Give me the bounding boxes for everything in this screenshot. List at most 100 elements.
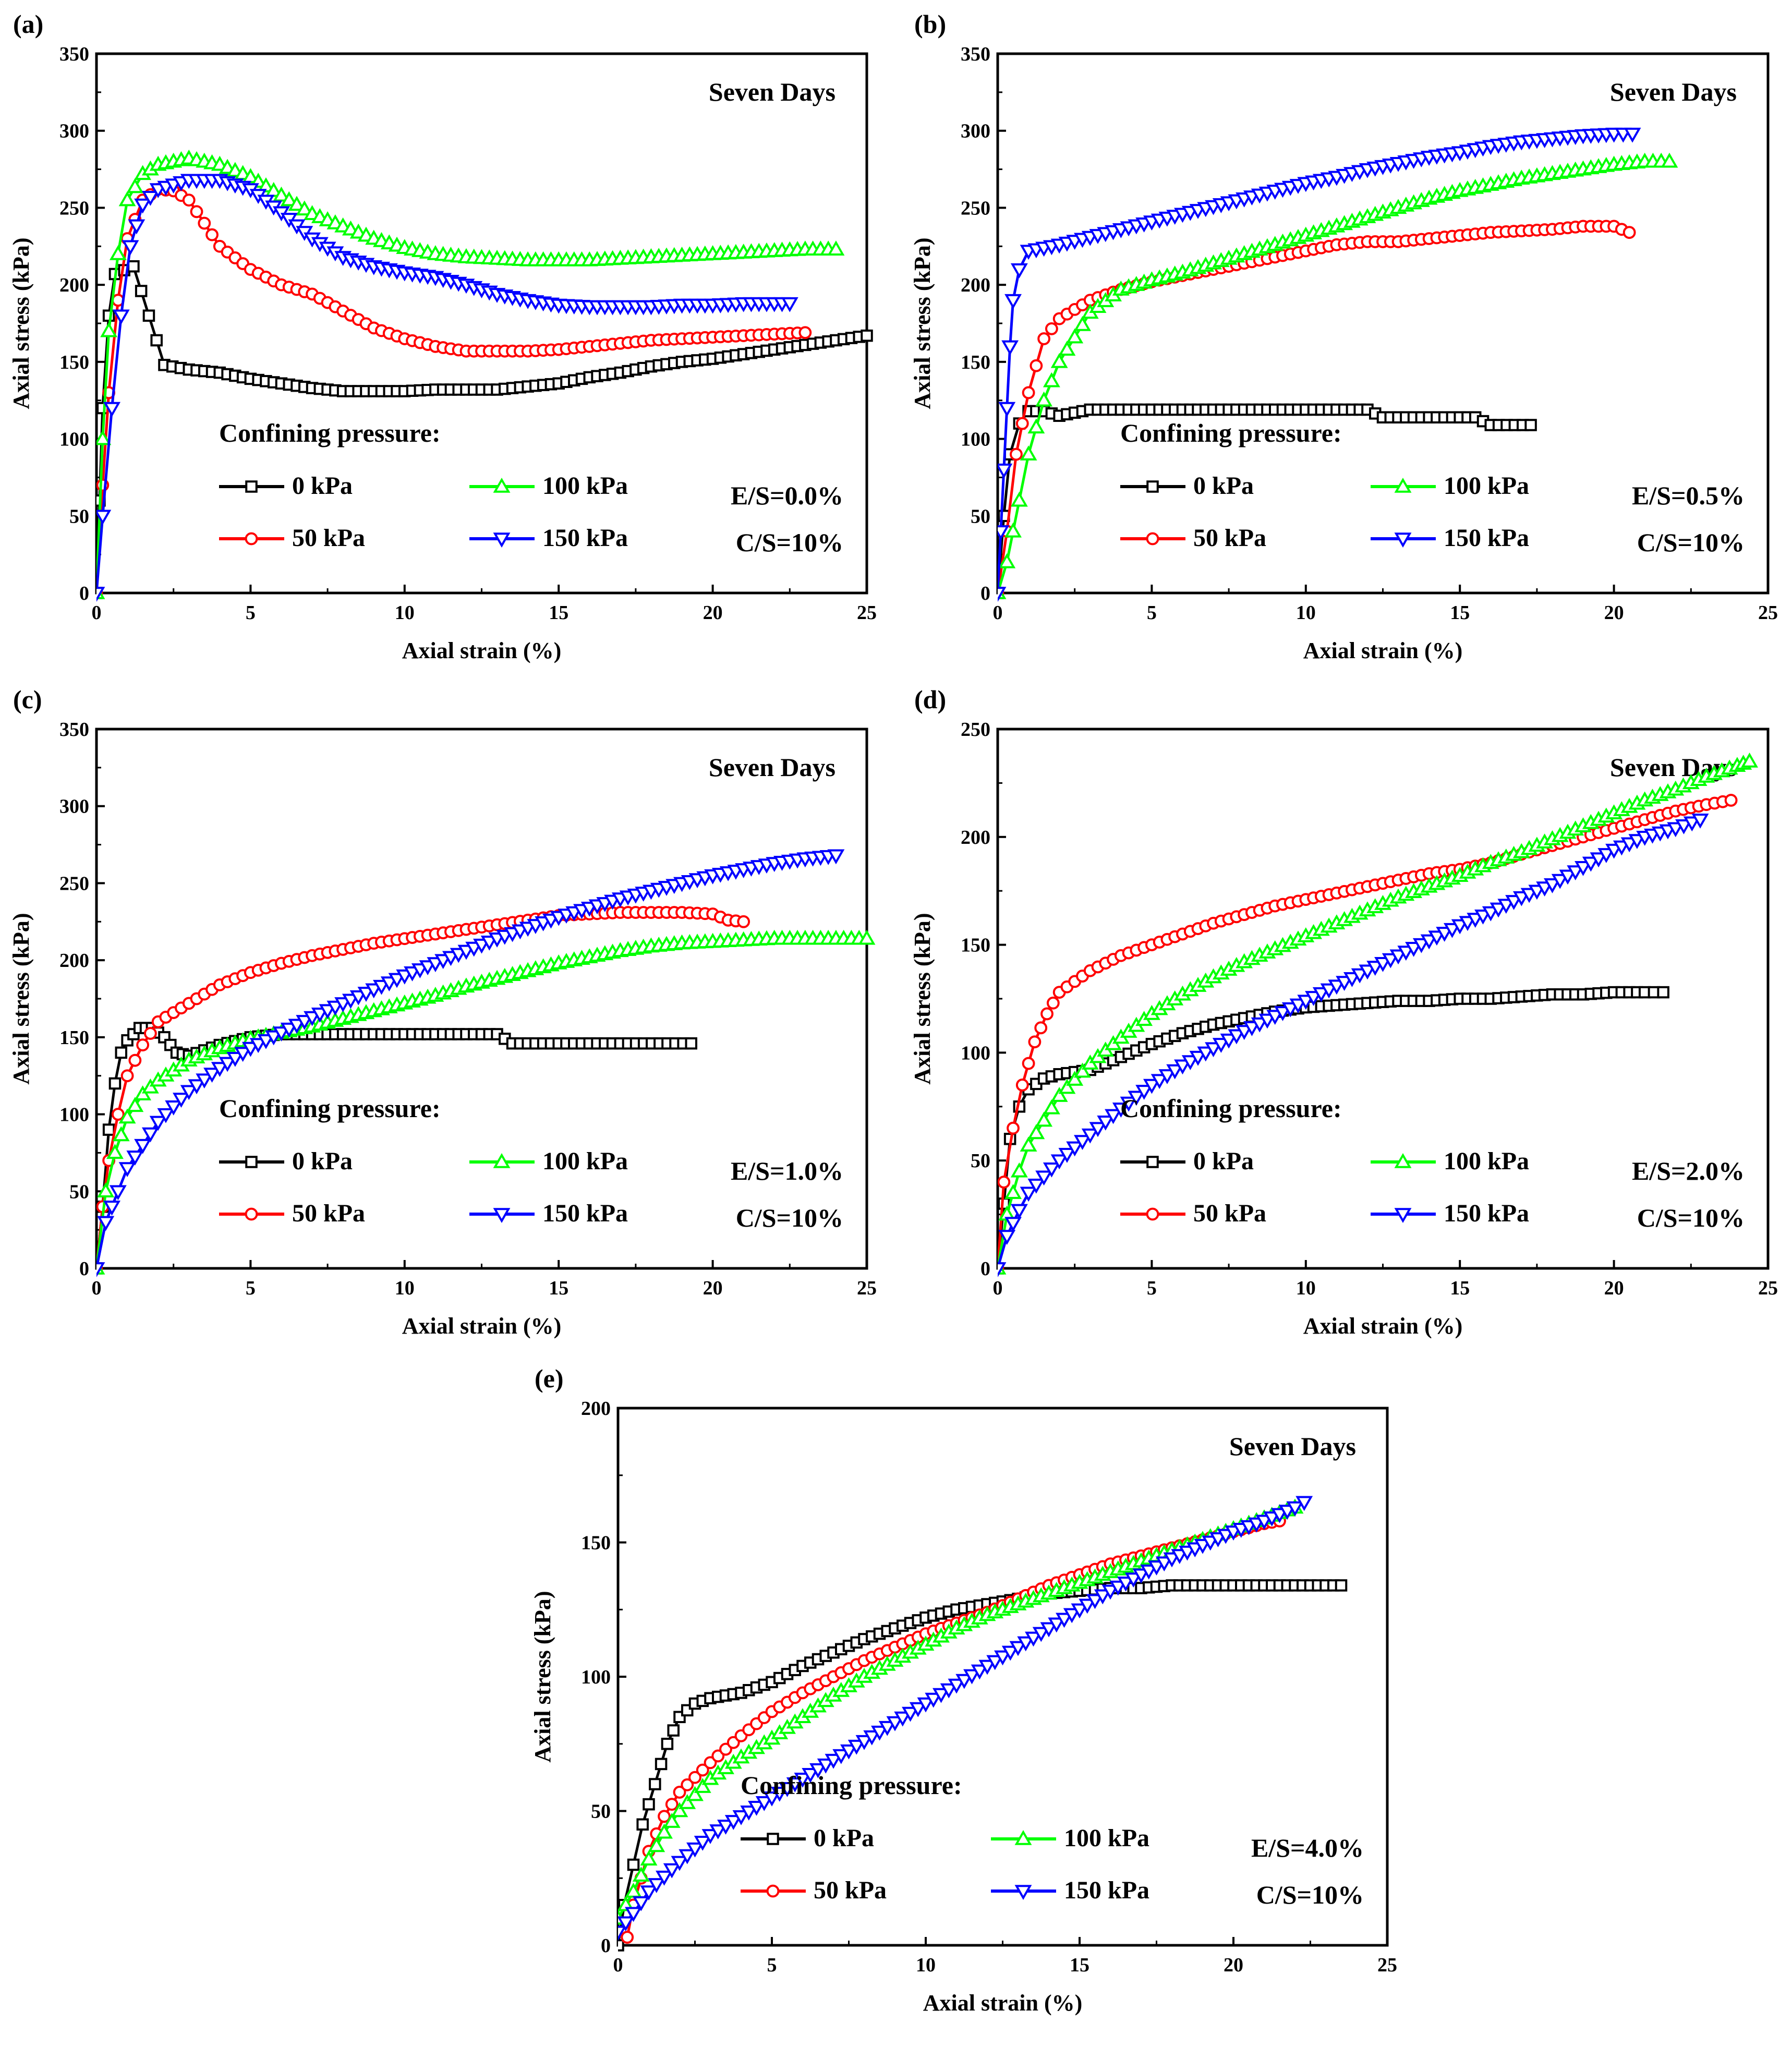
chart-title: Seven Days	[709, 77, 836, 106]
series-50-kpa-point	[621, 1931, 634, 1944]
series-150-kpa-point	[671, 1856, 688, 1871]
series-150-kpa-point	[134, 1138, 152, 1154]
series-150-kpa-point	[886, 1716, 904, 1731]
series-150-kpa-point	[855, 1735, 873, 1750]
series-150-kpa-point	[311, 1008, 329, 1023]
series-150-kpa-point	[257, 1034, 275, 1049]
y-axis-title: Axial stress (kPa)	[8, 237, 34, 409]
series-150-kpa-point	[971, 1664, 988, 1680]
legend-title: Confining pressure:	[1120, 1094, 1342, 1123]
legend-150-kpa-marker	[493, 1208, 511, 1224]
annotation: E/S=2.0%	[1632, 1156, 1745, 1185]
series-150-kpa-point	[1212, 1038, 1230, 1053]
series-150-kpa-point	[1124, 1572, 1142, 1588]
series-150-kpa-point	[1575, 861, 1592, 876]
series-0-kpa-point	[108, 1077, 122, 1090]
annotation: C/S=10%	[1637, 1203, 1745, 1232]
series-150-kpa-point	[128, 219, 146, 235]
series-150-kpa-point	[234, 1047, 252, 1062]
legend-150-kpa-marker	[1014, 1885, 1032, 1900]
series-0-kpa-point	[655, 1758, 668, 1771]
series-0-kpa-point	[627, 1858, 640, 1871]
series-150-kpa-point	[648, 1878, 665, 1893]
panel-label: (c)	[13, 685, 42, 714]
series-150-kpa-point	[1236, 1025, 1253, 1040]
series-150-kpa-point	[1374, 957, 1391, 972]
series-150-kpa-point	[994, 1650, 1011, 1666]
x-tick-label: 10	[395, 1277, 415, 1299]
series-150-kpa-point	[373, 979, 390, 995]
legend-150-kpa-marker	[1394, 532, 1412, 548]
legend-50-kpa-marker	[766, 1884, 780, 1898]
x-axis-title: Axial strain (%)	[402, 638, 562, 663]
annotation: E/S=0.5%	[1632, 481, 1745, 510]
x-tick-label: 25	[1377, 1954, 1397, 1976]
series-150-kpa-point	[280, 1022, 298, 1038]
x-axis-title: Axial strain (%)	[402, 1313, 562, 1339]
series-150-kpa-point	[779, 1782, 796, 1797]
x-tick-label: 15	[1450, 1277, 1470, 1299]
y-tick-label: 150	[581, 1532, 611, 1554]
legend-0-kpa-label: 0 kPa	[292, 472, 353, 500]
legend-0-kpa-marker	[1146, 1156, 1159, 1168]
series-50-kpa-point	[1030, 359, 1043, 372]
legend-100-kpa-marker	[493, 477, 511, 493]
x-tick-label: 0	[993, 1277, 1003, 1299]
series-100-kpa-point	[97, 1182, 115, 1198]
series-150-kpa-point	[1050, 1154, 1068, 1170]
series-100-kpa-point	[1074, 1062, 1091, 1078]
x-axis-title: Axial strain (%)	[1303, 1313, 1463, 1339]
x-tick-label: 20	[1604, 1277, 1624, 1299]
series-group	[998, 127, 1678, 602]
series-150-kpa-point	[1228, 1029, 1245, 1045]
annotation: E/S=4.0%	[1251, 1833, 1364, 1862]
series-150-kpa-point	[625, 1907, 642, 1922]
legend-title: Confining pressure:	[741, 1771, 962, 1800]
series-150-kpa-point	[1359, 964, 1376, 980]
series-150-kpa-point	[1490, 902, 1507, 918]
series-150-kpa-point	[1004, 1217, 1022, 1232]
series-150-kpa-point	[1079, 1598, 1096, 1614]
y-axis-title: Axial stress (kPa)	[8, 913, 34, 1084]
series-50-kpa-point	[111, 1108, 125, 1121]
series-group	[998, 753, 1758, 1278]
series-150-kpa-point	[1143, 1079, 1160, 1094]
series-150-kpa-point	[126, 1150, 144, 1166]
series-100-kpa-point	[1074, 316, 1091, 331]
series-150-kpa-point	[1001, 1645, 1019, 1661]
series-100-kpa-point	[109, 245, 127, 260]
series-150-kpa-point	[226, 1051, 244, 1067]
series-150-kpa-line	[618, 1501, 1305, 1933]
series-0-kpa-point	[618, 1939, 624, 1952]
series-150-kpa-point	[1243, 1021, 1261, 1036]
legend-50-kpa-marker	[245, 532, 258, 546]
legend-150-kpa-label: 150 kPa	[542, 524, 628, 552]
series-100-kpa-point	[288, 196, 306, 211]
series-150-kpa-point	[709, 1824, 727, 1839]
series-150-kpa-point	[755, 1796, 773, 1811]
y-tick-label: 150	[961, 352, 990, 373]
series-150-kpa-point	[1428, 930, 1446, 946]
y-tick-label: 200	[59, 950, 89, 972]
y-tick-label: 150	[59, 1027, 89, 1049]
series-150-kpa-point	[786, 1777, 804, 1792]
legend-0-kpa-marker	[245, 1156, 258, 1168]
series-150-kpa-point	[832, 1749, 850, 1764]
series-group	[618, 1496, 1348, 1952]
x-tick-label: 5	[767, 1954, 777, 1976]
series-150-kpa-point	[724, 1815, 742, 1830]
series-150-kpa-point	[1436, 927, 1454, 942]
y-tick-label: 250	[961, 719, 990, 741]
series-150-kpa-point	[326, 1000, 344, 1016]
x-tick-label: 5	[1147, 1277, 1157, 1299]
y-tick-label: 0	[601, 1935, 611, 1957]
series-0-kpa-point	[142, 309, 155, 322]
series-150-kpa-point	[998, 402, 1016, 417]
series-150-kpa-point	[781, 297, 798, 312]
x-tick-label: 0	[92, 602, 102, 624]
y-axis-title: Axial stress (kPa)	[910, 913, 935, 1084]
y-tick-label: 300	[961, 120, 990, 142]
series-150-kpa-point	[748, 1801, 765, 1816]
panel-label: (b)	[914, 9, 946, 39]
